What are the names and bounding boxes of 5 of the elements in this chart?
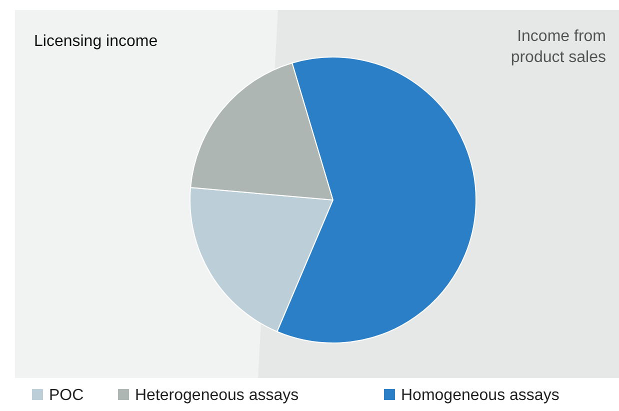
legend-label: POC <box>49 387 84 404</box>
legend-label: Heterogeneous assays <box>135 387 299 404</box>
text: Licensing income <box>34 33 158 50</box>
text: Income from product sales <box>510 28 606 66</box>
legend-label: Homogeneous assays <box>401 387 560 404</box>
